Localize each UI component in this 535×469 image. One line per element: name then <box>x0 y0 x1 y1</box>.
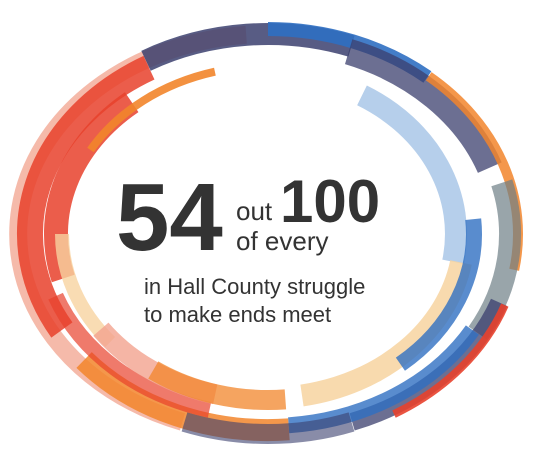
headline-connector-bottom: of every <box>236 226 329 256</box>
ring-arc <box>17 55 155 338</box>
ring-arc <box>87 67 216 153</box>
ring-arc <box>395 218 482 371</box>
headline-connector-top: out <box>236 196 273 226</box>
ring-arc <box>357 85 467 265</box>
decorative-ring-arcs <box>9 22 523 444</box>
headline-number: 54 <box>116 164 223 271</box>
headline-total: 100 <box>280 168 380 235</box>
caption-line-1: in Hall County struggle <box>144 274 365 299</box>
ring-arc <box>344 39 502 174</box>
caption-line-2: to make ends meet <box>144 302 331 327</box>
ring-arc <box>148 361 287 410</box>
ring-arc <box>349 298 508 431</box>
ring-arc <box>392 303 509 418</box>
ring-arc <box>48 292 212 418</box>
ring-arc <box>181 412 355 444</box>
